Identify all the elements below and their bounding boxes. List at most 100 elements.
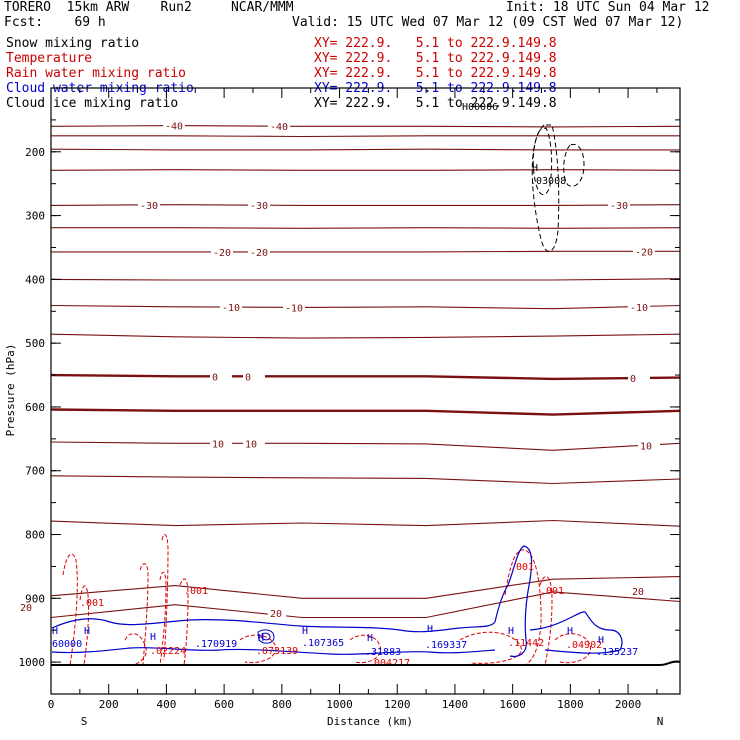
south-label: S (81, 715, 88, 728)
isotherm-line (51, 135, 680, 138)
isotherm-label: -40 (270, 122, 288, 133)
high-marker: H (52, 626, 58, 637)
isotherm-line (51, 250, 680, 253)
high-marker: H (84, 626, 90, 637)
isotherm-label-bg (633, 245, 655, 258)
isotherm-label-bg (268, 607, 286, 619)
cloud-water-contour (257, 629, 275, 644)
isotherm-line (50, 519, 681, 527)
north-label: N (657, 715, 664, 728)
isotherm-label: -30 (250, 201, 268, 212)
high-marker: H (532, 163, 538, 174)
x-axis-label: Distance (km) (327, 715, 413, 728)
rain-contour (459, 631, 522, 664)
rain-contour (504, 549, 542, 666)
cloud-water-contour (529, 611, 623, 654)
x-tick-label: 2000 (615, 698, 642, 711)
legend-snow: Snow mixing ratio (6, 36, 140, 51)
x-tick-label: 1800 (557, 698, 584, 711)
y-tick-label: 800 (25, 529, 45, 542)
x-tick-label: 200 (99, 698, 119, 711)
isotherm-label: -30 (140, 201, 158, 212)
y-tick-label: 300 (25, 210, 45, 223)
rain-label: .001 (80, 598, 104, 609)
isotherm-line (50, 408, 681, 416)
isotherm-line (50, 591, 681, 619)
isotherm-label: -20 (250, 248, 268, 259)
x-tick-label: 800 (272, 698, 292, 711)
rain-contour (79, 585, 90, 666)
rain-max-label: .02224 (150, 646, 186, 657)
isotherm-line (50, 373, 681, 381)
valid-time: Valid: 15 UTC Wed 07 Mar 12 (09 CST Wed … (292, 15, 684, 30)
init-time: Init: 18 UTC Sun 04 Mar 12 (506, 0, 710, 15)
cloud-water-label: 60000 (52, 639, 82, 650)
isotherm-line (50, 148, 680, 151)
x-tick-label: 600 (214, 698, 234, 711)
cloud-ice-contour (532, 127, 553, 196)
rain-label: .001 (510, 562, 534, 573)
rain-contour (554, 633, 591, 664)
high-marker: H (427, 624, 433, 635)
rain-contour (539, 576, 553, 666)
high-marker: H (367, 633, 373, 644)
isotherm-label-bg (608, 199, 630, 212)
isotherm-label-bg (283, 301, 305, 314)
legend-temperature-range: XY= 222.9. 5.1 to 222.9.149.8 (314, 51, 557, 66)
legend-rain-range: XY= 222.9. 5.1 to 222.9.149.8 (314, 66, 557, 81)
x-tick-label: 1600 (499, 698, 526, 711)
isotherm-label-bg (243, 437, 265, 450)
cloud-ice-label: .03008 (530, 176, 566, 187)
isotherm-label: -30 (610, 201, 628, 212)
isotherm-label: 20 (270, 609, 282, 620)
high-marker: H (302, 626, 308, 637)
isotherm-line (50, 441, 681, 451)
high-marker: H (258, 633, 264, 644)
legend-rain: Rain water mixing ratio (6, 66, 187, 81)
cloud-water-contour (261, 632, 271, 641)
forecast-hour: Fcst: 69 h (4, 15, 106, 30)
isotherm-label-bg (210, 370, 232, 383)
high-marker: H (598, 635, 604, 646)
rain-contour (159, 571, 167, 666)
y-tick-label: 700 (25, 465, 45, 478)
rain-label: .001 (540, 586, 564, 597)
y-tick-label: 200 (25, 146, 45, 159)
cloud-water-contour (51, 647, 496, 655)
isotherm-line (50, 333, 681, 339)
x-tick-label: 0 (48, 698, 55, 711)
rain-max-label: .073139 (256, 646, 298, 657)
y-tick-label: 500 (25, 337, 45, 350)
isotherm-label-bg (628, 300, 650, 313)
rain-max-label: .11442 (508, 638, 544, 649)
x-tick-label: 1000 (326, 698, 353, 711)
y-tick-label: 1000 (19, 656, 46, 669)
y-tick-label: 400 (25, 273, 45, 286)
cloud-water-contour (494, 545, 533, 657)
isotherm-label-bg (163, 119, 185, 132)
legend-extra-range: XY= 222.9. 5.1 to 222.9.149.8 (314, 36, 557, 51)
rain-contour (239, 634, 277, 664)
cloud-water-label: .107365 (302, 638, 344, 649)
rain-max-label: .004217 (368, 658, 410, 669)
isotherm-label: -20 (213, 248, 231, 259)
y-tick-label: 600 (25, 401, 45, 414)
high-marker: H (150, 632, 156, 643)
legend-cloud-ice-range: XY= 222.9. 5.1 to 222.9.149.8 (314, 96, 557, 111)
y-tick-label: 900 (25, 592, 45, 605)
isotherm-label-bg (138, 198, 160, 211)
isotherm-label-bg (211, 245, 233, 258)
isotherm-label-bg (638, 439, 660, 452)
isotherm-label-bg (628, 372, 650, 385)
cloud-ice-contour (531, 124, 560, 252)
isotherm-label-bg (248, 199, 270, 212)
isotherm-label-bg (210, 437, 232, 450)
cloud-water-contour (51, 618, 496, 633)
isotherm-label-bg (18, 601, 36, 613)
cloud-water-label: .135237 (596, 647, 638, 658)
isotherm-label: -10 (222, 303, 240, 314)
isotherm-label: 0 (630, 374, 636, 385)
isotherm-label: 10 (640, 442, 652, 453)
